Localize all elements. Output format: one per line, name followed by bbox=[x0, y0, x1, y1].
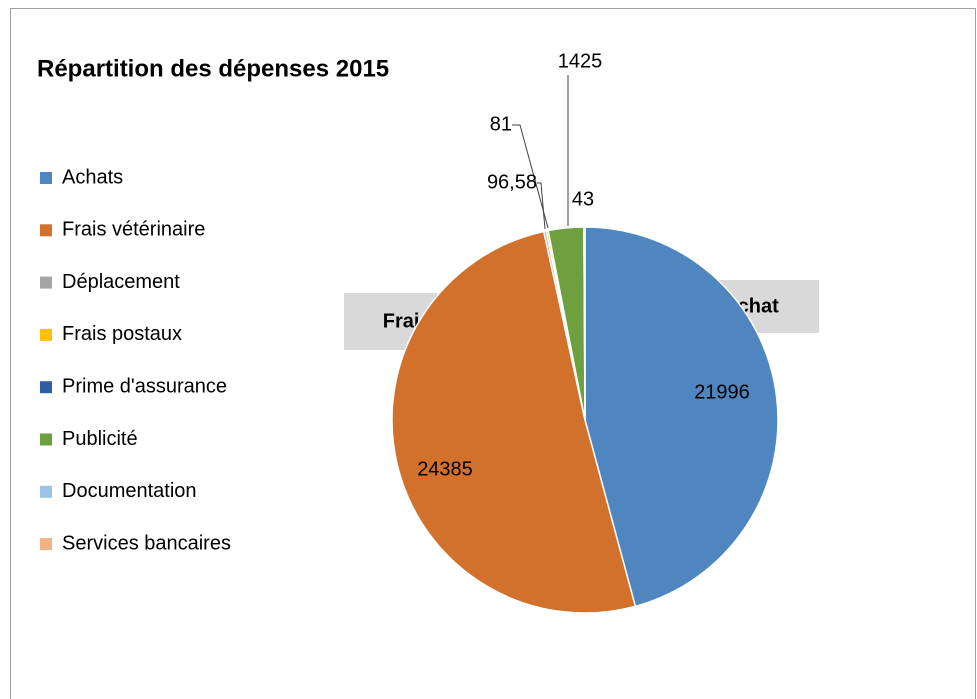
leader-lines bbox=[512, 75, 569, 230]
data-label: 24385 bbox=[417, 458, 473, 480]
legend-label: Documentation bbox=[62, 480, 197, 502]
legend-label: Achats bbox=[62, 166, 123, 188]
data-label: 81 bbox=[490, 113, 512, 135]
legend-swatch bbox=[40, 328, 52, 341]
data-label: 96,58 bbox=[487, 171, 537, 193]
legend-label: Déplacement bbox=[62, 271, 180, 293]
leader-line bbox=[512, 124, 549, 229]
data-label: 21996 bbox=[694, 381, 750, 403]
legend-label: Prime d'assurance bbox=[62, 375, 227, 397]
data-label: 1425 bbox=[558, 50, 603, 72]
legend-swatch bbox=[40, 224, 52, 237]
data-label: 43 bbox=[572, 188, 594, 210]
legend-swatch bbox=[40, 433, 52, 446]
legend-swatch bbox=[40, 538, 52, 551]
legend-swatch bbox=[40, 485, 52, 498]
pie-slice bbox=[583, 226, 586, 421]
pie-slice bbox=[584, 226, 779, 608]
chart-title: Répartition des dépenses 2015 bbox=[37, 55, 389, 82]
legend-label: Frais postaux bbox=[62, 323, 182, 345]
pie-slice bbox=[391, 230, 637, 614]
legend-label: Services bancaires bbox=[62, 532, 231, 554]
legend-swatch bbox=[40, 172, 52, 184]
legend-swatch bbox=[40, 381, 52, 394]
legend-label: Frais vétérinaire bbox=[62, 219, 205, 241]
legend-label: Publicité bbox=[62, 428, 138, 450]
legend-swatch bbox=[40, 276, 52, 289]
